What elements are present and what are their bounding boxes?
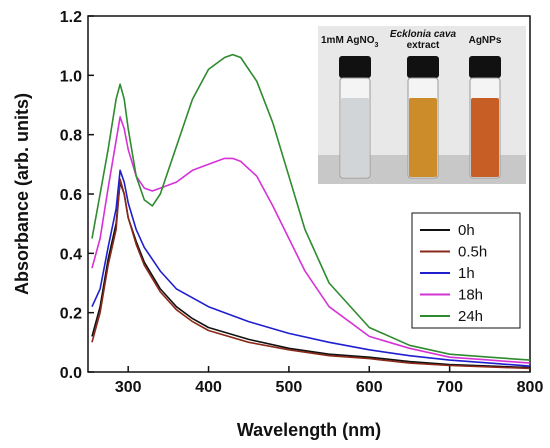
legend-label-18h: 18h: [458, 287, 483, 304]
legend-box: [411, 212, 521, 329]
vial-liquid: [471, 98, 499, 177]
inset-label-ecklonia: Ecklonia cava: [390, 29, 457, 40]
vials: [339, 56, 501, 179]
legend-label-0h: 0h: [458, 222, 475, 239]
inset-photo: 1mM AgNO3 Ecklonia cava extract AgNPs: [318, 26, 526, 184]
legend-label-0.5h: 0.5h: [458, 244, 487, 261]
vial-liquid: [341, 98, 369, 177]
series-line-1h: [91, 169, 531, 367]
series-lines: [91, 53, 531, 370]
y-tick-label: 1.2: [60, 9, 82, 26]
x-tick-label: 400: [195, 379, 222, 396]
axis-ticks: 300 400 500 600 700 800 0.0 0.2 0.4 0.6 0.8 1.0 1.2: [60, 9, 544, 396]
y-tick-label: 0.4: [60, 246, 82, 263]
x-tick-label: 500: [276, 379, 303, 396]
x-tick-label: 600: [356, 379, 383, 396]
vial-cap: [469, 56, 501, 78]
legend-label-1h: 1h: [458, 265, 475, 282]
x-axis-title: Wavelength (nm): [237, 420, 381, 440]
y-tick-label: 1.0: [60, 68, 82, 85]
vial-cap: [407, 56, 439, 78]
y-tick-label: 0.6: [60, 187, 82, 204]
inset-label-agnps: AgNPs: [469, 35, 502, 46]
y-tick-label: 0.2: [60, 306, 82, 323]
vial-liquid: [409, 98, 437, 177]
y-tick-label: 0.0: [60, 365, 82, 382]
legend: 0h 0.5h 1h 18h 24h: [411, 212, 521, 329]
series-line-24h: [91, 53, 531, 361]
y-axis-title: Absorbance (arb. units): [12, 93, 32, 295]
y-tick-label: 0.8: [60, 128, 82, 145]
inset-label-agno3: 1mM AgNO3: [321, 35, 379, 49]
legend-label-24h: 24h: [458, 308, 483, 325]
inset-label-extract: extract: [407, 40, 440, 51]
x-tick-label: 700: [436, 379, 463, 396]
legend-items: 0h 0.5h 1h 18h 24h: [420, 222, 487, 325]
x-tick-label: 300: [115, 379, 142, 396]
series-line-18h: [91, 116, 531, 364]
series-line-0.5h: [91, 178, 531, 370]
vial-cap: [339, 56, 371, 78]
x-tick-label: 800: [517, 379, 544, 396]
